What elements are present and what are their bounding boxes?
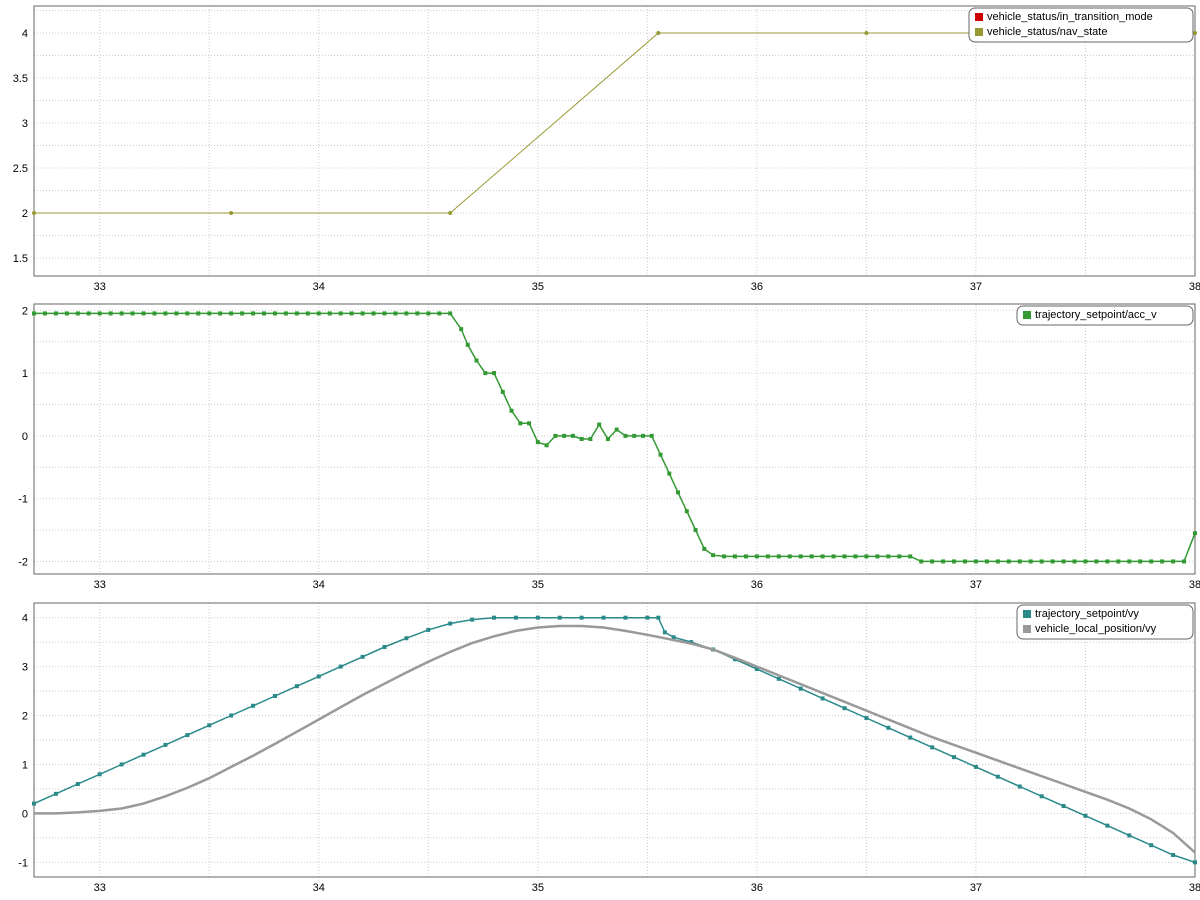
x-tick-label: 35 <box>532 882 544 894</box>
chart-container: 1.522.533.54333435363738vehicle_status/i… <box>0 0 1200 900</box>
chart-panel[interactable]: -2 -1 0 1 2 33 34 35 36 37 38 trajectory_setpoint/a… <box>0 298 1200 597</box>
legend-swatch <box>1023 311 1031 319</box>
y-tick-label: 0 <box>22 808 28 820</box>
x-tick-label: 33 <box>94 882 106 894</box>
y-tick-label: 4 <box>22 28 28 40</box>
legend-label: vehicle_local_position/vy <box>1035 623 1157 635</box>
legend-label: vehicle_status/in_transition_mode <box>987 11 1153 23</box>
legend-label: trajectory_setpoint/vy <box>1035 608 1139 620</box>
y-tick-label: 2.5 <box>13 163 28 175</box>
y-tick-label: 3.5 <box>13 73 28 85</box>
y-tick-label: -2 <box>18 556 28 568</box>
x-tick-label: 33 <box>94 281 106 293</box>
x-tick-label: 37 <box>970 579 982 591</box>
x-tick-label: 34 <box>313 882 325 894</box>
x-tick-label: 36 <box>751 882 763 894</box>
y-tick-label: 4 <box>22 613 28 625</box>
y-tick-label: 1 <box>22 368 28 380</box>
y-tick-label: -1 <box>18 494 28 506</box>
chart-panel[interactable]: 1.5 2 2.5 3 3.5 4 33 34 35 36 37 38 vehicle_status/i… <box>0 0 1200 298</box>
series-line <box>34 626 1195 853</box>
y-tick-label: 3 <box>22 118 28 130</box>
legend-label: trajectory_setpoint/acc_v <box>1035 309 1157 321</box>
y-tick-label: 1 <box>22 759 28 771</box>
y-tick-label: 1.5 <box>13 253 28 265</box>
y-tick-label: 2 <box>22 305 28 317</box>
y-tick-label: 0 <box>22 431 28 443</box>
x-tick-label: 37 <box>970 882 982 894</box>
legend-label: vehicle_status/nav_state <box>987 26 1107 38</box>
y-tick-label: 2 <box>22 711 28 723</box>
x-tick-label: 38 <box>1189 281 1200 293</box>
x-tick-label: 34 <box>313 579 325 591</box>
x-tick-label: 36 <box>751 281 763 293</box>
x-tick-label: 38 <box>1189 882 1200 894</box>
x-tick-label: 36 <box>751 579 763 591</box>
x-tick-label: 35 <box>532 281 544 293</box>
x-tick-label: 34 <box>313 281 325 293</box>
y-tick-label: 2 <box>22 208 28 220</box>
legend-swatch <box>975 13 983 21</box>
y-tick-label: -1 <box>18 857 28 869</box>
x-tick-label: 33 <box>94 579 106 591</box>
series-line <box>34 313 1195 561</box>
x-tick-label: 38 <box>1189 579 1200 591</box>
chart-panel[interactable]: -101234333435363738trajectory_setpoint/v… <box>0 597 1200 900</box>
x-tick-label: 37 <box>970 281 982 293</box>
legend-swatch <box>1023 610 1031 618</box>
legend-swatch <box>1023 625 1031 633</box>
x-tick-label: 35 <box>532 579 544 591</box>
y-tick-label: 3 <box>22 662 28 674</box>
legend-swatch <box>975 28 983 36</box>
